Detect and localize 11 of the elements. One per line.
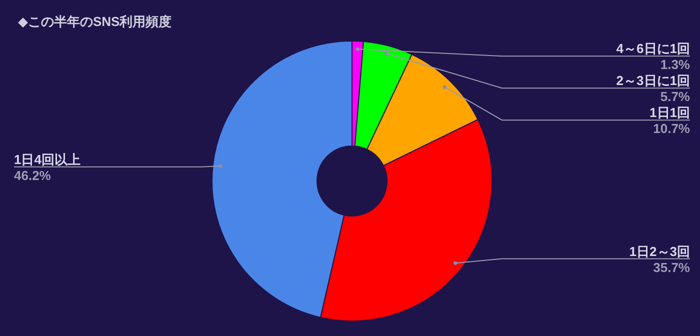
data-label: 46.2% [14, 168, 52, 183]
data-label: 10.7% [653, 121, 690, 136]
data-label: 35.7% [653, 260, 690, 275]
slice-label: 1日1回 [650, 105, 690, 120]
slice-label: 4～6日に1回 [616, 41, 690, 56]
slice-label: 1日4回以上 [14, 152, 80, 167]
data-label: 5.7% [660, 89, 690, 104]
slice-label: 1日2～3回 [629, 244, 690, 259]
slice-label: 2～3日に1回 [616, 73, 690, 88]
chart-title: ◆この半年のSNS利用頻度 [18, 14, 172, 29]
data-label: 1.3% [660, 57, 690, 72]
